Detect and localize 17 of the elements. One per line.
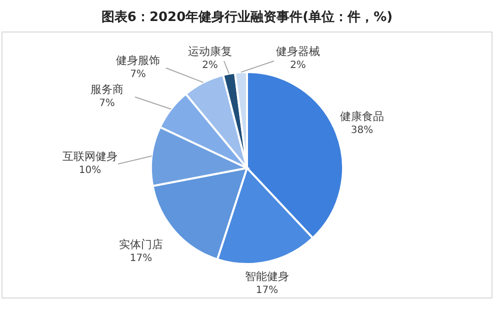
slice-label: 运动康复 xyxy=(188,45,232,58)
data-label: 2% xyxy=(202,60,218,71)
data-label: 17% xyxy=(256,285,278,296)
slice-label: 互联网健身 xyxy=(62,150,118,163)
data-label: 17% xyxy=(130,253,152,264)
data-label: 7% xyxy=(99,98,115,109)
slice-label: 智能健身 xyxy=(245,270,289,283)
data-label: 2% xyxy=(290,60,306,71)
slice-label: 健身器械 xyxy=(276,45,320,58)
chart-title: 图表6：2020年健身行业融资事件(单位：件，%) xyxy=(101,9,393,25)
slice-label: 服务商 xyxy=(90,83,124,96)
data-label: 10% xyxy=(78,165,102,176)
slice-label: 健身服饰 xyxy=(116,54,160,67)
slice-label: 实体门店 xyxy=(119,238,163,251)
data-label: 38% xyxy=(350,125,374,136)
data-label: 7% xyxy=(130,69,146,80)
slice-label: 健康食品 xyxy=(340,110,384,123)
